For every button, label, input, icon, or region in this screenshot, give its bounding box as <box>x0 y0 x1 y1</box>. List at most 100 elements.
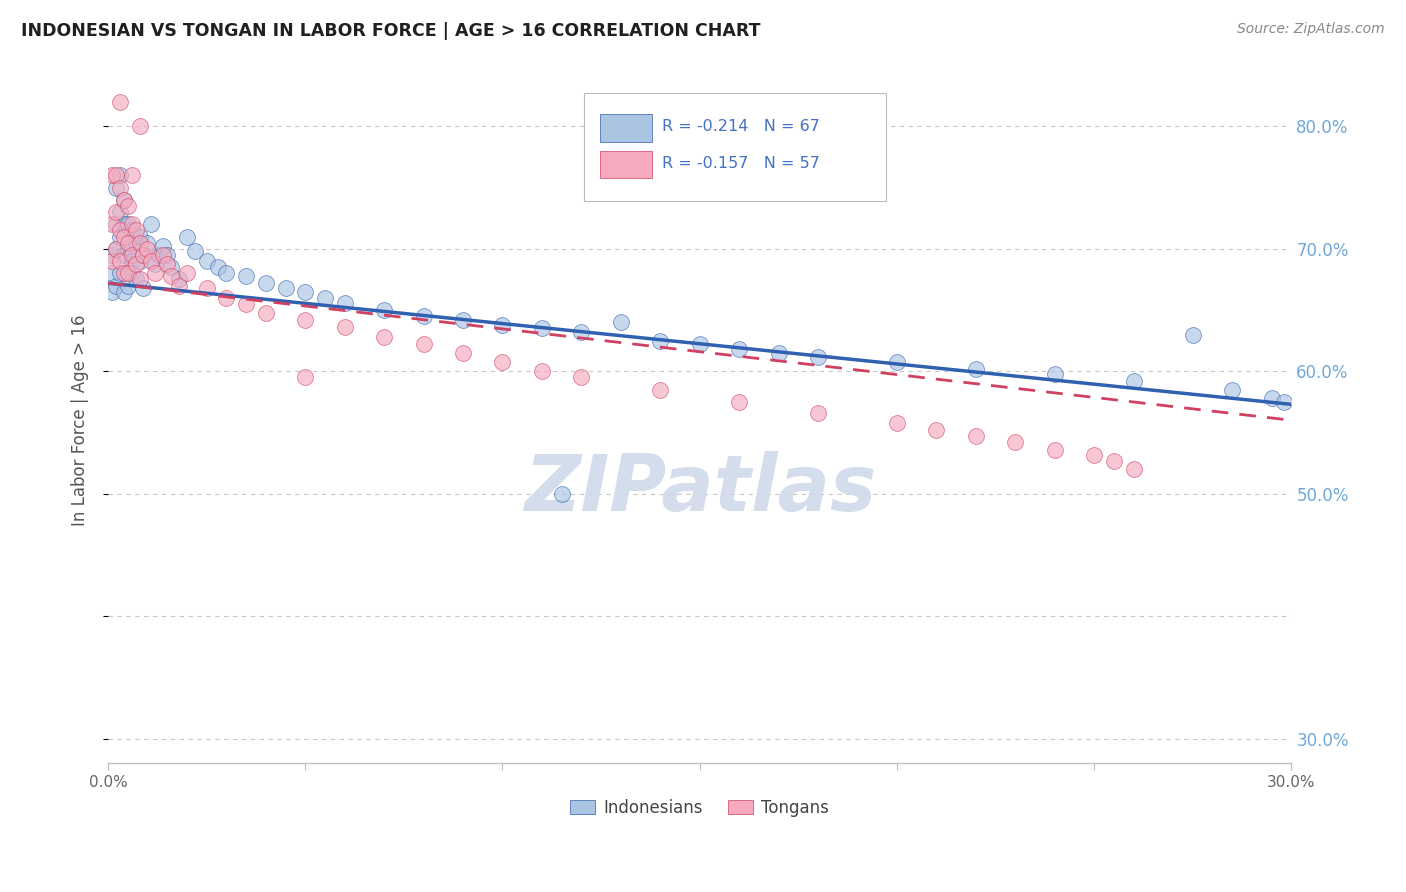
Point <box>101 266 124 280</box>
Point <box>728 395 751 409</box>
Point <box>104 278 127 293</box>
Point <box>650 334 672 348</box>
Point <box>101 169 124 183</box>
Point <box>160 268 183 283</box>
Point <box>491 318 513 332</box>
Point <box>156 256 179 270</box>
Point <box>1272 395 1295 409</box>
Point <box>108 95 131 109</box>
Point <box>530 321 553 335</box>
Point <box>965 429 987 443</box>
Point <box>108 254 131 268</box>
Point <box>104 242 127 256</box>
Point <box>136 242 159 256</box>
Point <box>373 303 395 318</box>
Point <box>1261 391 1284 405</box>
Point <box>101 285 124 299</box>
Point <box>294 370 316 384</box>
Point <box>104 205 127 219</box>
Point <box>689 337 711 351</box>
Point <box>152 239 174 253</box>
Point <box>1043 442 1066 457</box>
Point <box>104 180 127 194</box>
Point <box>121 266 143 280</box>
Point <box>215 291 238 305</box>
Point <box>412 309 434 323</box>
Point <box>136 235 159 250</box>
Point <box>112 266 135 280</box>
Point <box>128 120 150 134</box>
Point <box>156 248 179 262</box>
Point <box>121 254 143 268</box>
Point <box>112 193 135 207</box>
Point <box>184 244 207 259</box>
Point <box>176 266 198 280</box>
Point <box>294 285 316 299</box>
Point <box>112 218 135 232</box>
Point <box>373 330 395 344</box>
Point <box>128 235 150 250</box>
FancyBboxPatch shape <box>600 151 652 178</box>
Point <box>108 169 131 183</box>
Point <box>1122 462 1144 476</box>
Point <box>195 281 218 295</box>
Point <box>254 305 277 319</box>
Point <box>101 218 124 232</box>
Point <box>108 223 131 237</box>
Point <box>117 242 139 256</box>
Point <box>148 248 170 262</box>
Point <box>117 199 139 213</box>
Point <box>143 266 166 280</box>
FancyBboxPatch shape <box>600 114 652 142</box>
Point <box>101 254 124 268</box>
Point <box>117 235 139 250</box>
Point <box>1102 453 1125 467</box>
Point <box>215 266 238 280</box>
Point <box>117 266 139 280</box>
Point <box>176 229 198 244</box>
Text: ZIPatlas: ZIPatlas <box>523 450 876 527</box>
Point <box>124 235 146 250</box>
Point <box>333 295 356 310</box>
Point <box>294 313 316 327</box>
Text: R = -0.214   N = 67: R = -0.214 N = 67 <box>662 120 820 135</box>
Point <box>132 248 155 262</box>
Point <box>925 423 948 437</box>
Point <box>117 278 139 293</box>
Point <box>152 248 174 262</box>
Point <box>195 254 218 268</box>
Point <box>124 272 146 286</box>
Point <box>1083 448 1105 462</box>
Point <box>167 272 190 286</box>
Point <box>610 315 633 329</box>
Point <box>235 297 257 311</box>
Point <box>112 285 135 299</box>
Point <box>1181 327 1204 342</box>
Point <box>333 320 356 334</box>
Text: INDONESIAN VS TONGAN IN LABOR FORCE | AGE > 16 CORRELATION CHART: INDONESIAN VS TONGAN IN LABOR FORCE | AG… <box>21 22 761 40</box>
Point <box>807 406 830 420</box>
Y-axis label: In Labor Force | Age > 16: In Labor Force | Age > 16 <box>72 315 89 526</box>
Point <box>112 193 135 207</box>
Point <box>167 278 190 293</box>
Point <box>132 281 155 295</box>
Point <box>728 343 751 357</box>
Point <box>569 370 592 384</box>
Point <box>112 248 135 262</box>
Point <box>451 346 474 360</box>
Point <box>768 346 790 360</box>
Point <box>530 364 553 378</box>
Point <box>108 229 131 244</box>
Point <box>314 291 336 305</box>
Point <box>128 254 150 268</box>
Point <box>108 180 131 194</box>
Point <box>124 223 146 237</box>
Point <box>101 248 124 262</box>
Point <box>112 229 135 244</box>
Point <box>124 256 146 270</box>
Point <box>128 229 150 244</box>
Point <box>132 248 155 262</box>
Point <box>108 205 131 219</box>
Point <box>1122 374 1144 388</box>
Point <box>1220 383 1243 397</box>
